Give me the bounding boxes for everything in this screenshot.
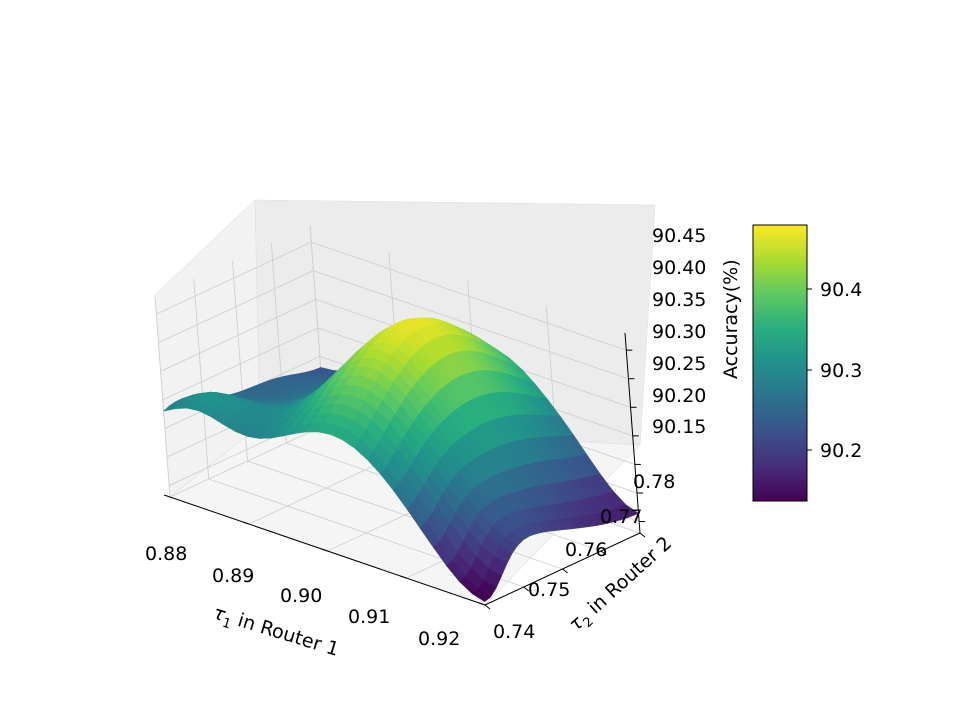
z-grid-line [158,270,314,344]
z-tick-label: 90.40 [652,257,706,279]
y-tick-label: 0.77 [600,506,642,528]
y-axis-line [484,532,641,606]
z-grid-line [311,241,627,351]
colorbar-gradient [752,224,808,502]
z-tick-label: 90.30 [652,321,706,343]
x-axis-line [169,496,486,606]
z-tick-label: 90.25 [652,353,706,375]
x-tick-labels: 0.88 0.89 0.90 0.91 0.92 [145,543,460,650]
colorbar: 90.2 90.3 90.4 [752,224,862,502]
colorbar-tick-label: 90.4 [820,279,862,301]
x-tick-label: 0.89 [212,565,254,587]
z-axis-label: Accuracy(%) [720,259,742,379]
surface-patch [471,588,492,602]
colorbar-tick-label: 90.2 [820,440,862,462]
surface [162,317,640,602]
y-tick-label: 0.75 [528,579,570,601]
y-grid-line [154,296,171,498]
y-tick-label: 0.74 [493,621,535,643]
z-tick-labels: 90.15 90.20 90.25 90.30 90.35 90.40 90.4… [652,225,706,438]
colorbar-tick-label: 90.3 [820,360,862,382]
z-grid-line [156,241,312,315]
y-tick-mark [484,604,491,610]
x-tick-label: 0.90 [280,585,322,607]
y-tick-mark [600,550,607,556]
y-tick-labels: 0.74 0.75 0.76 0.77 0.78 [493,471,675,643]
x-axis-label: τ1 in Router 1 [209,602,341,665]
z-axis-line [624,332,641,534]
z-tick-label: 90.35 [652,289,706,311]
axis-lines [163,332,646,610]
y-tick-label: 0.78 [633,471,675,493]
y-tick-mark [639,532,646,538]
x-tick-label: 0.92 [418,628,460,650]
y-tick-mark [562,568,568,574]
y-tick-label: 0.76 [565,539,607,561]
z-grid-line [162,327,318,401]
z-tick-label: 90.15 [652,416,706,438]
x-tick-label: 0.91 [348,606,390,628]
z-grid-line [160,298,316,372]
z-tick-label: 90.20 [652,385,706,407]
y-tick-mark [523,586,530,592]
x-tick-mark [163,494,171,498]
z-tick-label: 90.45 [652,225,706,247]
x-tick-label: 0.88 [145,543,187,565]
y-grid-line [193,278,210,480]
z-grid-line [313,270,629,380]
